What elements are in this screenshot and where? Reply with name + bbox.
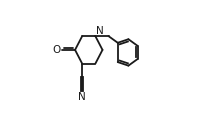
Text: O: O (52, 45, 61, 55)
Text: N: N (96, 26, 104, 36)
Text: N: N (78, 92, 86, 102)
